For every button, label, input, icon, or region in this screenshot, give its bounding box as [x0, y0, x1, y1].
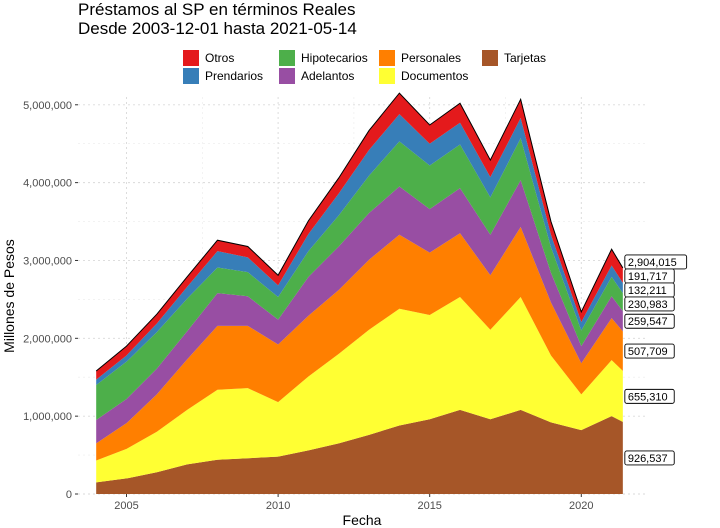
legend-item-adelantos: Adelantos — [279, 68, 354, 84]
end-value-label: 259,547 — [624, 313, 675, 329]
y-tick-label: 0 — [66, 489, 72, 501]
end-value-label: 132,211 — [624, 282, 675, 298]
legend-swatch — [279, 68, 295, 84]
legend-item-hipotecarios: Hipotecarios — [279, 50, 368, 66]
legend-swatch — [279, 50, 295, 66]
legend-item-documentos: Documentos — [379, 68, 468, 84]
x-tick-label: 2005 — [114, 500, 138, 512]
area-adelantos — [96, 180, 623, 444]
x-tick-label: 2020 — [569, 500, 593, 512]
legend-item-tarjetas: Tarjetas — [482, 50, 546, 66]
legend-swatch — [379, 50, 395, 66]
area-otros — [96, 93, 623, 380]
total-outline — [95, 92, 624, 372]
y-axis-label: Millones de Pesos — [1, 239, 17, 353]
area-hipotecarios — [96, 138, 623, 421]
end-value-label: 655,310 — [624, 388, 675, 404]
area-personales — [96, 226, 623, 461]
legend-swatch — [482, 50, 498, 66]
svg-text:132,211: 132,211 — [628, 285, 667, 297]
legend-label: Documentos — [401, 69, 469, 83]
legend-label: Hipotecarios — [301, 51, 368, 65]
y-tick-label: 1,000,000 — [23, 411, 72, 423]
svg-text:2,904,015: 2,904,015 — [628, 257, 677, 269]
chart-legend: Otros Hipotecarios Personales Tarjetas Prend… — [183, 50, 583, 86]
x-tick-label: 2010 — [266, 500, 290, 512]
end-value-label: 926,537 — [624, 450, 675, 466]
legend-item-otros: Otros — [183, 50, 234, 66]
svg-text:259,547: 259,547 — [628, 316, 668, 328]
y-tick-label: 4,000,000 — [23, 178, 72, 190]
svg-text:926,537: 926,537 — [628, 453, 668, 465]
end-value-label: 2,904,015 — [624, 254, 688, 270]
chart-subtitle: Desde 2003-12-01 hasta 2021-05-14 — [78, 19, 357, 38]
legend-item-personales: Personales — [379, 50, 461, 66]
x-tick-label: 2015 — [417, 500, 441, 512]
chart-title: Préstamos al SP en términos Reales — [78, 0, 356, 19]
legend-label: Tarjetas — [504, 51, 547, 65]
area-documentos — [96, 297, 623, 483]
legend-swatch — [183, 50, 199, 66]
legend-label: Prendarios — [205, 69, 264, 83]
svg-text:507,709: 507,709 — [628, 346, 668, 358]
end-value-label: 507,709 — [624, 343, 675, 359]
area-prendarios — [96, 114, 623, 386]
legend-label: Otros — [205, 51, 235, 65]
end-value-label: 230,983 — [624, 296, 675, 312]
y-tick-label: 3,000,000 — [23, 255, 72, 267]
legend-label: Personales — [401, 51, 462, 65]
area-tarjetas — [96, 409, 623, 494]
y-tick-label: 5,000,000 — [23, 100, 72, 112]
legend-item-prendarios: Prendarios — [183, 68, 263, 84]
svg-text:191,717: 191,717 — [628, 271, 668, 283]
legend-swatch — [379, 68, 395, 84]
svg-text:230,983: 230,983 — [628, 299, 668, 311]
svg-text:655,310: 655,310 — [628, 391, 668, 403]
end-value-label: 191,717 — [624, 268, 675, 284]
x-axis-label: Fecha — [343, 512, 382, 528]
legend-label: Adelantos — [301, 69, 355, 83]
y-tick-label: 2,000,000 — [23, 333, 72, 345]
legend-swatch — [183, 68, 199, 84]
